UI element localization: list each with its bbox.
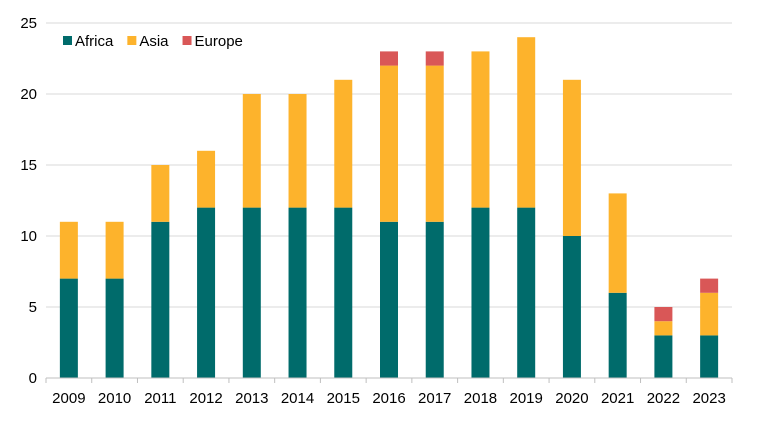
x-tick-label-2013: 2013 — [235, 390, 268, 407]
bars — [59, 37, 719, 378]
bar-africa-2016 — [380, 221, 398, 378]
y-tick-label-15: 15 — [20, 157, 37, 174]
bar-asia-2018 — [471, 51, 490, 208]
x-tick-label-2014: 2014 — [281, 390, 314, 407]
bar-africa-2021 — [608, 292, 627, 378]
x-tick-label-2016: 2016 — [372, 390, 405, 407]
legend-label-africa: Africa — [75, 33, 114, 50]
bar-africa-2017 — [425, 221, 444, 378]
bar-europe-2023 — [700, 278, 719, 293]
x-tick-label-2011: 2011 — [144, 390, 176, 407]
bar-asia-2013 — [242, 94, 261, 208]
bar-africa-2019 — [517, 207, 536, 378]
x-tick-label-2021: 2021 — [601, 390, 634, 407]
bar-africa-2011 — [151, 221, 170, 378]
x-tick-label-2017: 2017 — [418, 390, 451, 407]
bar-asia-2014 — [288, 94, 307, 208]
legend-swatch-europe — [182, 36, 192, 45]
x-tick-label-2015: 2015 — [327, 390, 360, 407]
legend-label-europe: Europe — [195, 33, 243, 50]
legend: Africa Asia Europe — [63, 33, 243, 50]
legend-swatch-africa — [63, 36, 72, 45]
x-tick-label-2010: 2010 — [98, 390, 131, 407]
x-tick-label-2019: 2019 — [510, 390, 543, 407]
bar-africa-2010 — [105, 278, 124, 378]
bar-africa-2014 — [288, 207, 307, 378]
bar-asia-2020 — [562, 79, 581, 236]
legend-swatch-asia — [127, 36, 137, 45]
x-tick-label-2018: 2018 — [464, 390, 497, 407]
bar-asia-2023 — [700, 292, 719, 336]
bar-asia-2015 — [334, 79, 353, 208]
bar-asia-2019 — [517, 37, 536, 208]
bar-africa-2013 — [242, 207, 261, 378]
bar-asia-2021 — [608, 193, 627, 293]
bar-asia-2022 — [654, 321, 673, 336]
bar-europe-2022 — [654, 307, 673, 322]
axes: 0 5 10 15 20 25 2009 2010 2011 2012 2013 2014 2015 20… — [20, 15, 733, 407]
bar-africa-2012 — [197, 207, 216, 378]
bar-asia-2012 — [197, 150, 216, 208]
y-tick-label-25: 25 — [20, 15, 37, 32]
x-tick-label-2020: 2020 — [555, 390, 588, 407]
bar-africa-2015 — [334, 207, 353, 378]
bar-asia-2010 — [105, 221, 124, 279]
x-tick-label-2022: 2022 — [647, 390, 680, 407]
y-tick-label-0: 0 — [29, 370, 37, 387]
y-tick-label-10: 10 — [20, 228, 37, 245]
x-tick-label-2009: 2009 — [52, 390, 85, 407]
bar-asia-2011 — [151, 165, 170, 222]
bar-africa-2009 — [59, 278, 78, 378]
y-tick-label-5: 5 — [29, 299, 37, 316]
bar-africa-2018 — [471, 207, 490, 378]
bar-asia-2017 — [425, 65, 444, 222]
bar-asia-2009 — [59, 221, 78, 279]
bar-africa-2022 — [654, 335, 673, 378]
x-tick-label-2023: 2023 — [692, 390, 725, 407]
bar-asia-2016 — [380, 65, 398, 222]
x-tick-label-2012: 2012 — [189, 390, 222, 407]
bar-africa-2023 — [700, 335, 719, 378]
legend-label-asia: Asia — [139, 33, 169, 50]
bar-europe-2017 — [425, 51, 444, 66]
bar-africa-2020 — [562, 236, 581, 378]
bar-europe-2016 — [380, 51, 398, 66]
y-tick-label-20: 20 — [20, 86, 37, 103]
